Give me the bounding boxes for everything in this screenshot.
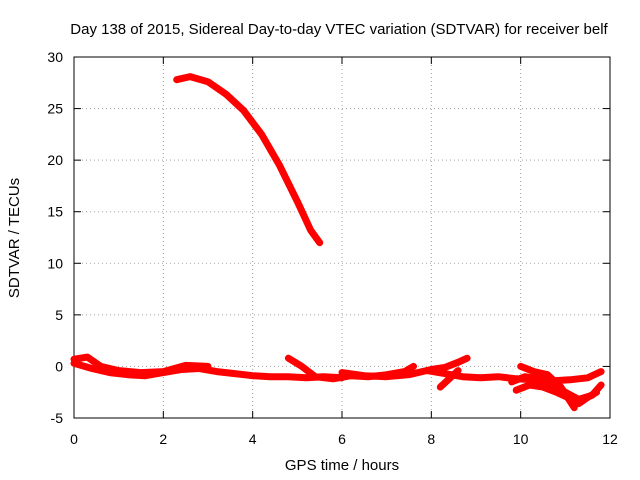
series-group bbox=[70, 73, 605, 412]
x-tick-label: 2 bbox=[159, 431, 167, 447]
y-tick-label: -5 bbox=[51, 410, 64, 426]
x-tick-label: 6 bbox=[338, 431, 346, 447]
y-axis-label: SDTVAR / TECUs bbox=[6, 178, 23, 298]
x-tick-label: 12 bbox=[602, 431, 618, 447]
y-tick-label: 20 bbox=[47, 152, 63, 168]
y-tick-label: 0 bbox=[55, 358, 63, 374]
x-tick-label: 0 bbox=[70, 431, 78, 447]
x-tick-label: 10 bbox=[513, 431, 529, 447]
x-tick-label: 8 bbox=[427, 431, 435, 447]
y-tick-label: 15 bbox=[47, 204, 63, 220]
series-line-sat-e bbox=[338, 354, 471, 381]
series-line-sat-a bbox=[173, 73, 324, 247]
y-tick-label: 10 bbox=[47, 255, 63, 271]
x-tick-label: 4 bbox=[249, 431, 257, 447]
x-axis-label: GPS time / hours bbox=[285, 457, 399, 474]
y-tick-label: 5 bbox=[55, 307, 63, 323]
y-tick-label: 30 bbox=[47, 49, 63, 65]
chart-title: Day 138 of 2015, Sidereal Day-to-day VTE… bbox=[70, 21, 608, 38]
grid-lines bbox=[74, 57, 610, 418]
series-line-sat-j bbox=[517, 362, 578, 412]
y-tick-label: 25 bbox=[47, 101, 63, 117]
series-line-sat-c bbox=[70, 359, 346, 382]
axis-ticks: 0 2 4 6 8 10 12 -5 0 5 10 15 20 25 30 bbox=[47, 49, 618, 447]
series-line-sat-g bbox=[436, 367, 462, 391]
